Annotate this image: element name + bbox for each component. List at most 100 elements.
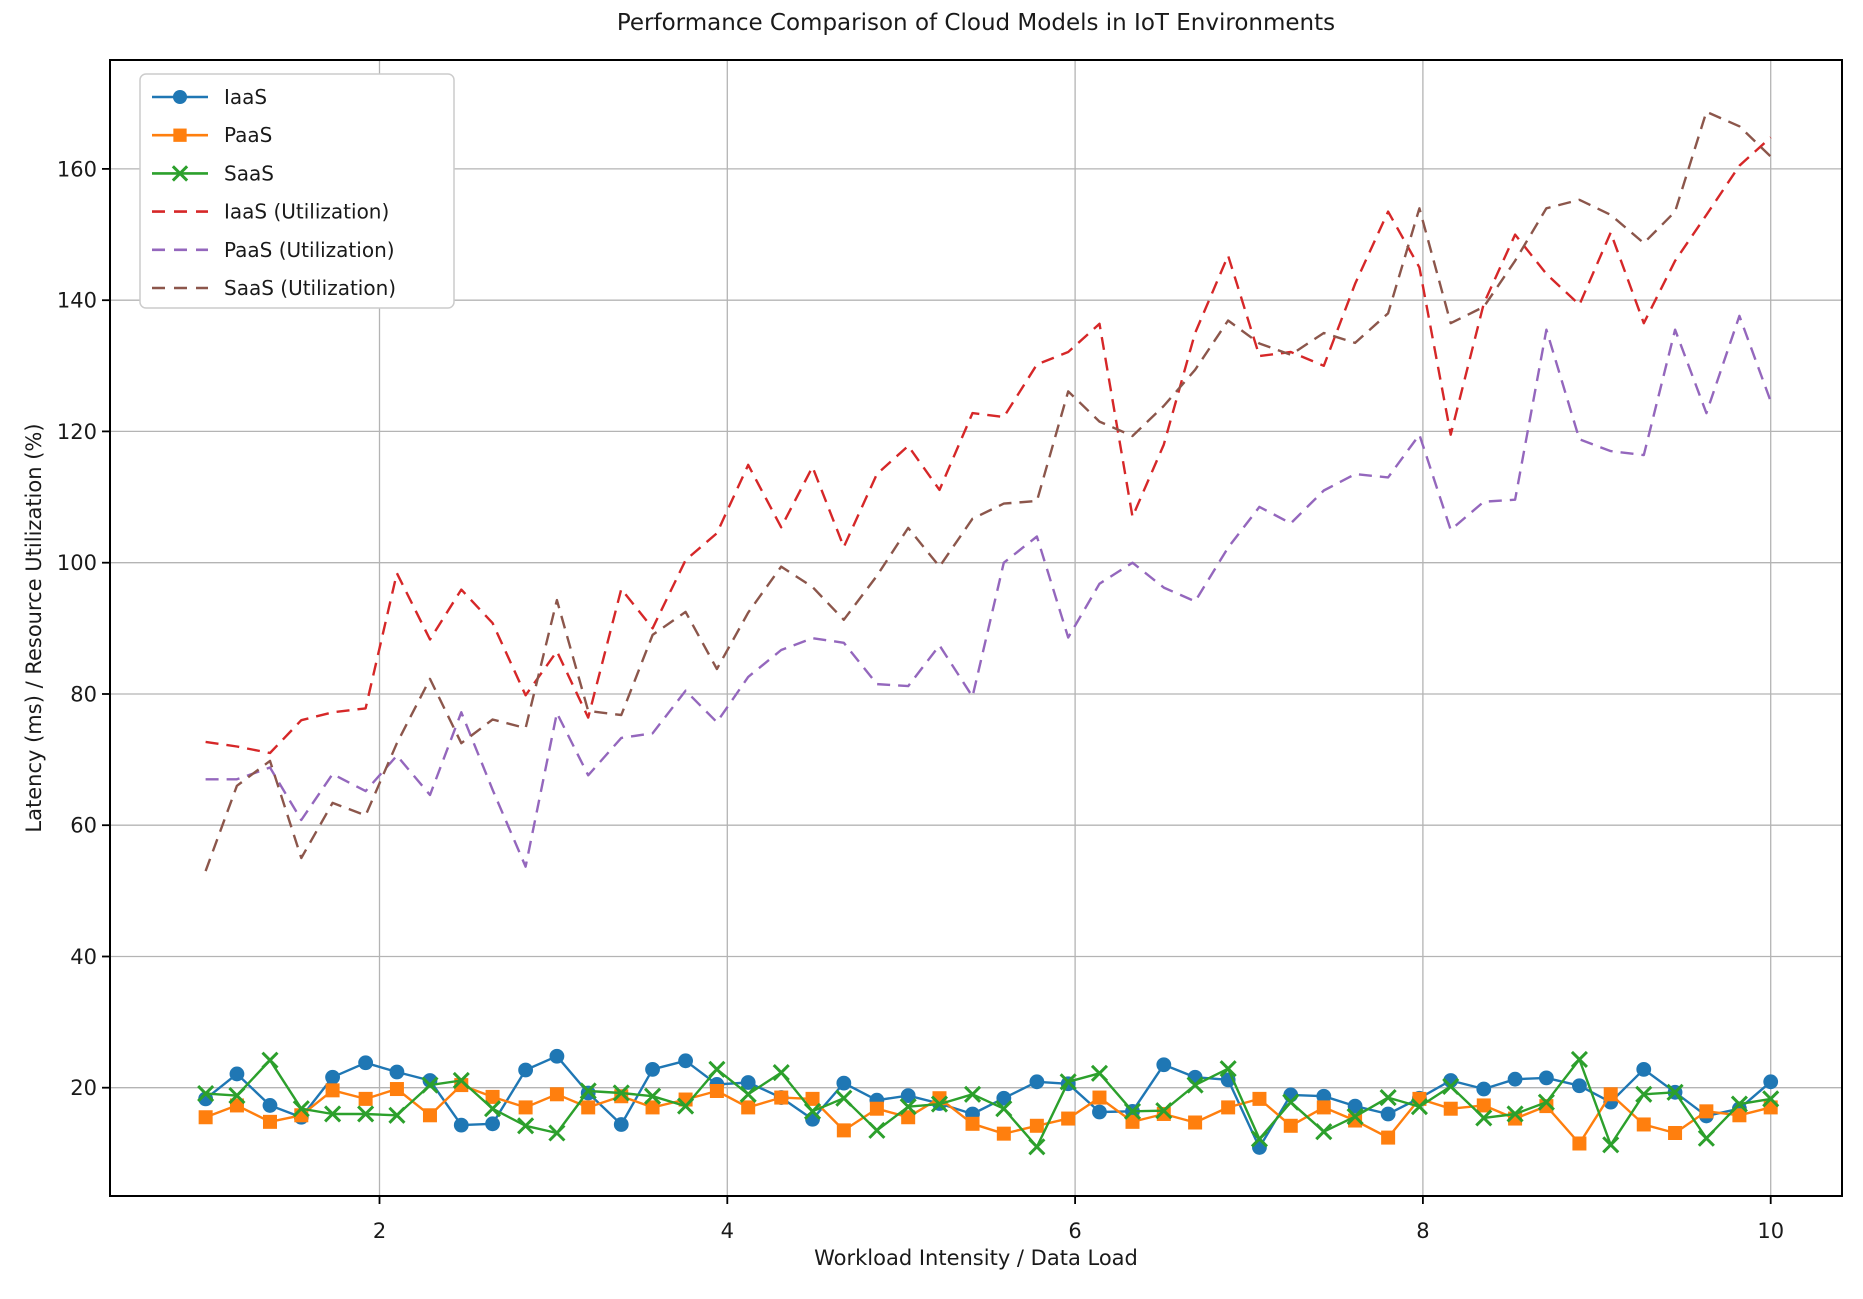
marker-x: [1155, 1102, 1173, 1120]
marker-circle: [262, 1098, 278, 1113]
marker-square: [358, 1091, 373, 1106]
marker-square: [485, 1089, 500, 1104]
marker-circle: [1347, 1098, 1363, 1114]
marker-x: [1635, 1085, 1653, 1103]
marker-circle: [172, 89, 188, 105]
marker-circle: [613, 1117, 629, 1132]
marker-circle: [805, 1111, 820, 1127]
marker-square: [1188, 1115, 1203, 1130]
marker-square: [774, 1090, 789, 1105]
legend-label-saas: SaaS: [224, 161, 274, 185]
marker-square: [198, 1110, 213, 1125]
series-line-saas-utilization-: [204, 110, 1772, 872]
marker-x: [421, 1076, 439, 1094]
legend-box: [139, 73, 455, 309]
plot-border: [109, 59, 1843, 1197]
marker-circle: [1380, 1106, 1396, 1122]
marker-x: [1537, 1093, 1555, 1111]
marker-square: [262, 1114, 277, 1129]
marker-x: [1059, 1073, 1077, 1091]
marker-square: [1699, 1104, 1714, 1119]
marker-square: [1252, 1091, 1267, 1106]
marker-circle: [836, 1075, 852, 1091]
marker-square: [1316, 1100, 1331, 1115]
marker-x: [388, 1106, 406, 1124]
marker-x: [1346, 1108, 1364, 1126]
marker-square: [836, 1123, 851, 1138]
marker-x: [1186, 1076, 1204, 1094]
marker-circle: [549, 1048, 565, 1064]
marker-x: [963, 1085, 982, 1103]
marker-x: [643, 1087, 662, 1105]
marker-x: [324, 1105, 342, 1123]
marker-square: [965, 1116, 980, 1131]
marker-circle: [1572, 1078, 1587, 1094]
marker-circle: [1029, 1074, 1045, 1090]
x-tick-label-2: 2: [373, 1219, 386, 1243]
marker-square: [869, 1101, 884, 1116]
marker-square: [1443, 1101, 1458, 1116]
marker-circle: [485, 1116, 500, 1132]
marker-square: [741, 1100, 756, 1115]
marker-square: [1283, 1118, 1298, 1133]
marker-circle: [1476, 1081, 1492, 1097]
marker-x: [1315, 1123, 1333, 1141]
marker-x: [1762, 1090, 1780, 1108]
marker-square: [1572, 1136, 1587, 1151]
marker-x: [1250, 1130, 1269, 1148]
y-tick-label-140: 140: [57, 289, 97, 313]
marker-x: [835, 1089, 853, 1107]
marker-square: [1476, 1098, 1491, 1113]
y-tick-label-20: 20: [70, 1076, 97, 1100]
marker-circle: [900, 1088, 916, 1103]
marker-x: [1410, 1098, 1428, 1116]
marker-circle: [678, 1053, 693, 1069]
marker-x: [1442, 1077, 1460, 1095]
marker-circle: [198, 1091, 214, 1107]
marker-x: [677, 1097, 695, 1115]
marker-circle: [325, 1069, 340, 1085]
marker-x: [1506, 1105, 1524, 1123]
marker-square: [901, 1110, 916, 1125]
y-tick-label-60: 60: [70, 814, 97, 838]
marker-x: [1697, 1129, 1715, 1147]
marker-x: [517, 1117, 535, 1135]
marker-x: [1379, 1088, 1397, 1107]
marker-circle: [1507, 1071, 1523, 1087]
marker-square: [229, 1098, 244, 1113]
series-line-paas-utilization-: [205, 314, 1772, 868]
x-tick-label-8: 8: [1416, 1219, 1429, 1243]
marker-x: [452, 1071, 470, 1090]
marker-x: [995, 1100, 1013, 1118]
marker-square: [173, 128, 187, 142]
marker-circle: [358, 1055, 374, 1071]
marker-square: [1636, 1117, 1651, 1132]
marker-x: [292, 1100, 310, 1118]
marker-x: [803, 1102, 822, 1120]
marker-circle: [389, 1064, 405, 1080]
marker-circle: [1538, 1070, 1554, 1086]
marker-square: [422, 1108, 437, 1123]
marker-x: [1475, 1109, 1493, 1127]
marker-circle: [1763, 1074, 1779, 1090]
marker-square: [1061, 1111, 1076, 1126]
marker-x: [1123, 1102, 1142, 1120]
marker-square: [709, 1083, 724, 1098]
marker-x: [1602, 1136, 1620, 1154]
marker-x: [772, 1064, 790, 1082]
marker-x: [484, 1100, 502, 1118]
marker-x: [1666, 1083, 1684, 1101]
marker-square: [805, 1091, 820, 1106]
marker-circle: [229, 1066, 245, 1082]
x-tick-label-4: 4: [721, 1219, 734, 1243]
marker-x: [579, 1082, 597, 1100]
x-tick-label-10: 10: [1757, 1219, 1784, 1243]
marker-square: [549, 1087, 564, 1102]
legend-label-paas: PaaS: [224, 123, 272, 147]
legend-label-iaas: IaaS: [224, 85, 267, 109]
marker-square: [1221, 1100, 1236, 1115]
marker-circle: [1092, 1104, 1107, 1120]
marker-x: [930, 1095, 949, 1113]
marker-circle: [1316, 1088, 1332, 1104]
marker-circle: [645, 1061, 660, 1077]
